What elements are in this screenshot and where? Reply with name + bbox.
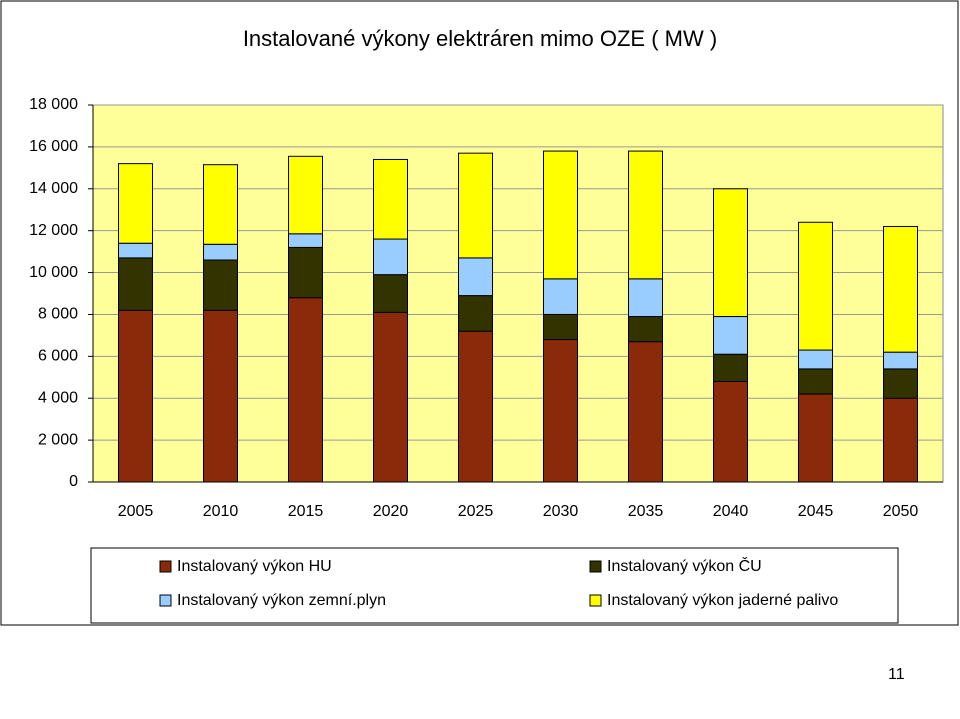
- legend-label: Instalovaný výkon HU: [177, 558, 332, 575]
- y-tick-label: 0: [69, 473, 78, 490]
- x-tick-label: 2035: [628, 503, 664, 520]
- bar-segment: [713, 316, 748, 355]
- bar-segment: [458, 295, 493, 332]
- bar-segment: [458, 257, 493, 297]
- bar-segment: [203, 309, 238, 483]
- bar-segment: [288, 246, 323, 299]
- bar-segment: [798, 221, 833, 351]
- bar-segment: [288, 233, 323, 248]
- bar-segment: [458, 152, 493, 259]
- bar-segment: [543, 313, 578, 341]
- bar-segment: [798, 368, 833, 395]
- y-tick-label: 8 000: [38, 306, 78, 323]
- bar-segment: [373, 274, 408, 313]
- bar-segment: [373, 311, 408, 483]
- bar-segment: [883, 225, 918, 353]
- bar-segment: [203, 259, 238, 311]
- legend-swatch: [159, 560, 172, 573]
- bar-segment: [543, 278, 578, 315]
- y-tick-label: 4 000: [38, 389, 78, 406]
- bar-segment: [118, 242, 153, 259]
- y-tick-label: 2 000: [38, 431, 78, 448]
- legend-label: Instalovaný výkon zemní.plyn: [177, 592, 386, 609]
- bar-segment: [883, 351, 918, 370]
- bar-segment: [713, 380, 748, 483]
- bar-segment: [628, 341, 663, 483]
- bar-segment: [458, 330, 493, 483]
- bar-segment: [203, 164, 238, 245]
- bar-segment: [883, 397, 918, 483]
- y-tick-label: 14 000: [29, 180, 78, 197]
- bar-segment: [373, 158, 408, 240]
- bar-segment: [628, 316, 663, 343]
- y-tick-label: 18 000: [29, 96, 78, 113]
- bar-segment: [118, 257, 153, 311]
- bar-segment: [288, 297, 323, 483]
- y-tick-label: 16 000: [29, 138, 78, 155]
- page-number: 11: [888, 666, 905, 683]
- chart-title: Instalované výkony elektráren mimo OZE (…: [243, 26, 717, 51]
- y-tick-label: 12 000: [29, 222, 78, 239]
- bar-segment: [628, 150, 663, 280]
- x-tick-label: 2030: [543, 503, 579, 520]
- bar-segment: [713, 353, 748, 382]
- legend-swatch: [159, 594, 172, 607]
- bar-segment: [543, 150, 578, 280]
- legend-box: [90, 547, 899, 624]
- x-tick-label: 2015: [288, 503, 324, 520]
- x-tick-label: 2025: [458, 503, 494, 520]
- bar-segment: [798, 349, 833, 370]
- bar-segment: [713, 188, 748, 318]
- bar-segment: [883, 368, 918, 399]
- bar-segment: [118, 163, 153, 244]
- x-tick-label: 2050: [883, 503, 919, 520]
- x-tick-label: 2045: [798, 503, 834, 520]
- x-tick-label: 2010: [203, 503, 239, 520]
- bar-segment: [798, 393, 833, 483]
- x-tick-label: 2020: [373, 503, 409, 520]
- bar-segment: [373, 238, 408, 276]
- bar-segment: [543, 339, 578, 483]
- bar-segment: [628, 278, 663, 318]
- bar-segment: [288, 155, 323, 235]
- x-tick-label: 2040: [713, 503, 749, 520]
- y-tick-label: 10 000: [29, 264, 78, 281]
- bar-segment: [118, 309, 153, 483]
- legend-label: Instalovaný výkon jaderné palivo: [607, 592, 838, 609]
- legend-label: Instalovaný výkon ČU: [607, 556, 762, 575]
- bar-segment: [203, 243, 238, 261]
- x-tick-label: 2005: [118, 503, 154, 520]
- legend-swatch: [589, 594, 602, 607]
- legend-swatch: [589, 560, 602, 573]
- y-tick-label: 6 000: [38, 348, 78, 365]
